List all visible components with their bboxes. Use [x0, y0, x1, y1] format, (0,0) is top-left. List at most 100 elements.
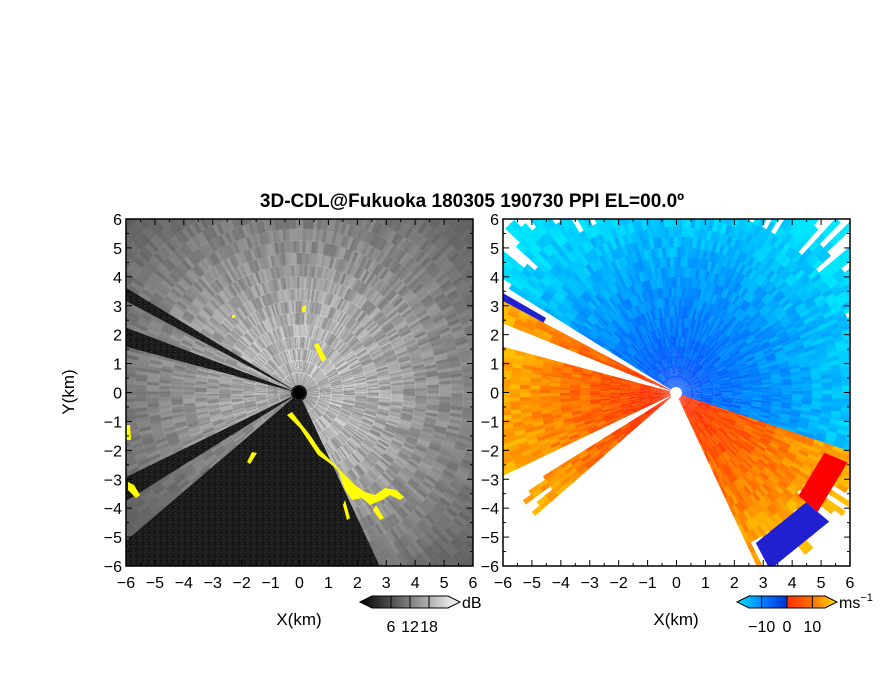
reflectivity-ray [328, 374, 341, 381]
reflectivity-ray [429, 336, 443, 345]
reflectivity-ray [250, 362, 262, 371]
reflectivity-ray [353, 308, 363, 320]
reflectivity-ray [307, 349, 312, 363]
reflectivity-ray [337, 311, 346, 324]
reflectivity-ray [287, 300, 291, 314]
reflectivity-ray [400, 155, 411, 169]
reflectivity-ray [333, 282, 341, 296]
reflectivity-ray [254, 391, 267, 393]
reflectivity-ray [256, 283, 264, 297]
reflectivity-ray [400, 366, 414, 372]
reflectivity-ray [367, 345, 380, 354]
velocity-ray [679, 397, 687, 407]
reflectivity-ray [304, 378, 315, 388]
reflectivity-ray [342, 426, 354, 436]
reflectivity-ray [342, 395, 356, 398]
reflectivity-ray [401, 376, 416, 381]
reflectivity-ray [313, 406, 324, 416]
reflectivity-ray [195, 374, 209, 379]
reflectivity-ray [126, 401, 136, 407]
reflectivity-ray [276, 169, 282, 182]
reflectivity-ray [279, 144, 285, 157]
reflectivity-ray [417, 437, 432, 446]
reflectivity-ray [237, 225, 246, 240]
reflectivity-ray [271, 357, 280, 368]
reflectivity-ray [343, 301, 352, 314]
reflectivity-ray [323, 157, 330, 171]
reflectivity-ray [461, 543, 473, 556]
reflectivity-ray [366, 386, 380, 389]
reflectivity-ray [330, 389, 344, 392]
reflectivity-ray [289, 132, 295, 145]
reflectivity-ray [467, 223, 473, 232]
reflectivity-ray [245, 248, 254, 262]
reflectivity-ray [381, 454, 394, 465]
reflectivity-ray [444, 527, 457, 540]
reflectivity-ray [172, 249, 185, 262]
reflectivity-ray [160, 198, 172, 212]
reflectivity-ray [303, 276, 307, 290]
reflectivity-ray [201, 427, 215, 435]
reflectivity-ray [339, 446, 350, 458]
velocity-ray [707, 450, 714, 461]
reflectivity-ray [86, 391, 99, 396]
reflectivity-ray [177, 297, 190, 309]
reflectivity-ray [236, 322, 247, 334]
reflectivity-ray [406, 345, 421, 353]
reflectivity-ray [365, 471, 376, 484]
reflectivity-ray [420, 316, 434, 326]
reflectivity-ray [87, 412, 101, 418]
reflectivity-ray [316, 401, 329, 409]
reflectivity-ray [260, 350, 270, 361]
reflectivity-ray [265, 280, 272, 294]
reflectivity-ray [312, 421, 319, 434]
reflectivity-ray [192, 458, 205, 469]
reflectivity-ray [283, 378, 294, 388]
reflectivity-ray [403, 256, 416, 270]
reflectivity-ray [452, 220, 466, 234]
reflectivity-ray [316, 376, 328, 384]
reflectivity-ray [294, 144, 300, 157]
reflectivity-ray [378, 396, 392, 400]
reflectivity-ray [243, 332, 254, 344]
reflectivity-ray [439, 241, 452, 254]
reflectivity-ray [244, 275, 253, 288]
reflectivity-ray [317, 253, 323, 267]
reflectivity-ray [282, 364, 290, 376]
reflectivity-ray [295, 219, 300, 229]
reflectivity-ray [272, 328, 279, 342]
reflectivity-ray [374, 295, 386, 308]
reflectivity-ray [316, 419, 324, 432]
reflectivity-ray [374, 444, 387, 454]
reflectivity-ray [332, 337, 341, 349]
reflectivity-ray [261, 134, 269, 148]
reflectivity-ray [308, 240, 313, 254]
reflectivity-ray [317, 382, 331, 387]
reflectivity-ray [160, 169, 172, 183]
velocity-ray [772, 499, 784, 511]
reflectivity-ray [398, 421, 412, 428]
reflectivity-ray [352, 451, 363, 463]
reflectivity-ray [195, 409, 209, 414]
reflectivity-ray [371, 465, 383, 477]
reflectivity-ray [369, 233, 379, 247]
reflectivity-ray [294, 132, 300, 145]
reflectivity-ray [153, 188, 165, 202]
reflectivity-ray [403, 464, 417, 474]
reflectivity-ray [149, 456, 163, 466]
reflectivity-ray [319, 358, 329, 369]
velocity-ray [727, 447, 738, 457]
velocity-ray [718, 477, 727, 489]
reflectivity-ray [410, 358, 425, 365]
reflectivity-ray [255, 257, 263, 272]
reflectivity-ray [318, 357, 328, 368]
reflectivity-ray [256, 353, 267, 364]
reflectivity-ray [330, 438, 340, 450]
reflectivity-ray [456, 468, 470, 478]
reflectivity-ray [289, 374, 296, 386]
reflectivity-ray [170, 403, 184, 409]
reflectivity-ray [149, 254, 163, 267]
reflectivity-ray [272, 373, 284, 382]
reflectivity-ray [303, 399, 311, 411]
velocity-ray [723, 451, 732, 462]
